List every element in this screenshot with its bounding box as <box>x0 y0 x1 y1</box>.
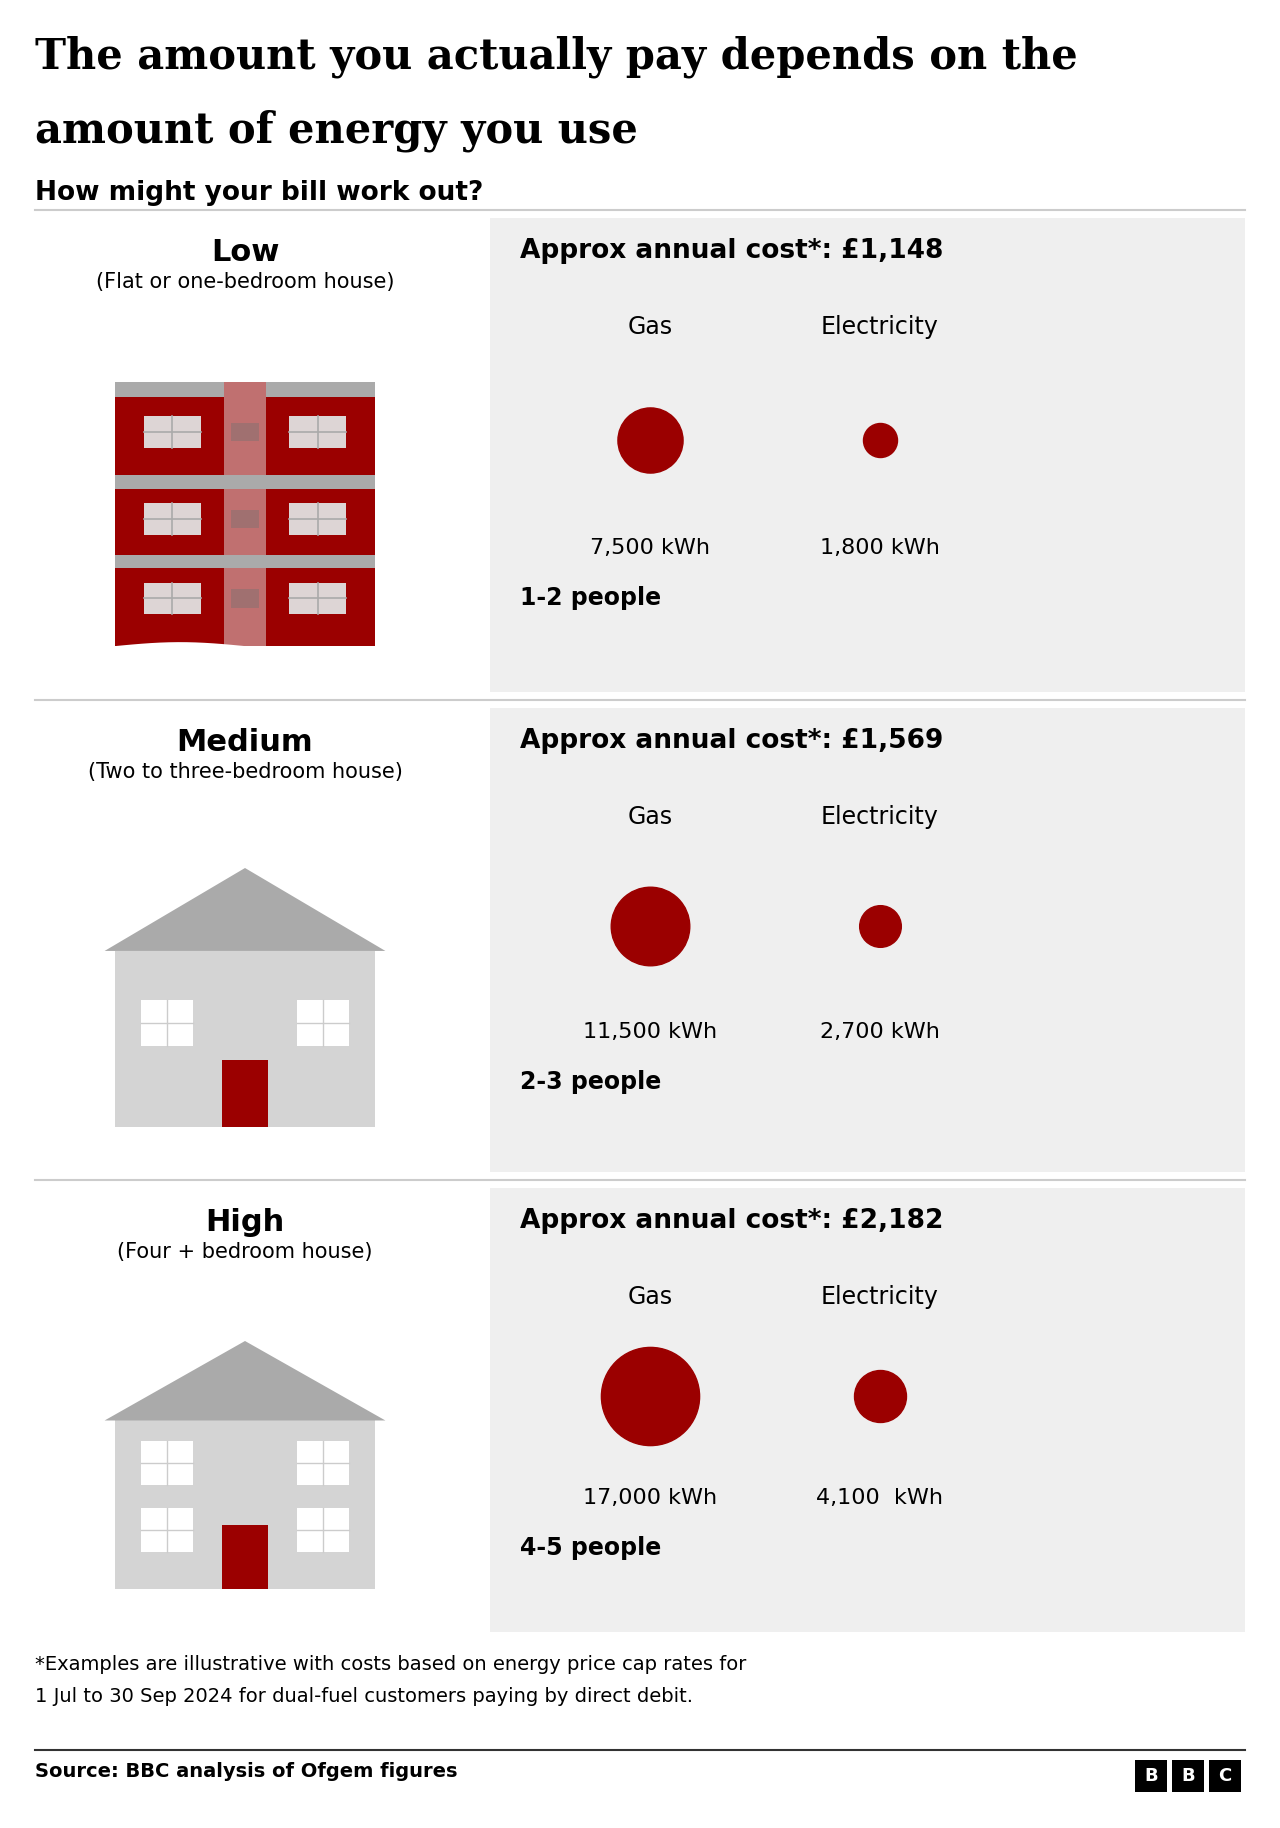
Bar <box>115 397 375 645</box>
Text: 4-5 people: 4-5 people <box>520 1536 662 1561</box>
Bar <box>232 422 259 441</box>
Text: Gas: Gas <box>627 804 672 830</box>
Text: High: High <box>205 1208 284 1238</box>
Text: Gas: Gas <box>627 314 672 338</box>
Bar <box>143 417 201 448</box>
Text: Approx annual cost*: £1,569: Approx annual cost*: £1,569 <box>520 728 943 753</box>
Text: 4,100  kWh: 4,100 kWh <box>817 1488 943 1508</box>
Bar <box>221 1525 269 1589</box>
Bar <box>143 583 201 614</box>
Text: Gas: Gas <box>627 1285 672 1309</box>
Point <box>640 426 660 455</box>
Text: Electricity: Electricity <box>820 804 940 830</box>
Point <box>870 426 891 455</box>
Text: Approx annual cost*: £2,182: Approx annual cost*: £2,182 <box>520 1208 943 1234</box>
Bar <box>297 1508 349 1552</box>
Text: Medium: Medium <box>177 728 314 757</box>
Bar <box>141 1000 193 1046</box>
Bar <box>115 556 375 569</box>
Bar <box>232 589 259 607</box>
Text: How might your bill work out?: How might your bill work out? <box>35 179 484 207</box>
Bar <box>115 1420 375 1589</box>
Bar <box>490 218 1245 693</box>
Text: (Flat or one-bedroom house): (Flat or one-bedroom house) <box>96 272 394 292</box>
Text: 17,000 kWh: 17,000 kWh <box>582 1488 717 1508</box>
Bar <box>232 510 259 528</box>
Bar <box>115 475 375 488</box>
Bar <box>297 1440 349 1484</box>
Text: 1 Jul to 30 Sep 2024 for dual-fuel customers paying by direct debit.: 1 Jul to 30 Sep 2024 for dual-fuel custo… <box>35 1687 692 1706</box>
Bar <box>289 503 347 536</box>
Bar <box>224 382 266 645</box>
Bar <box>1172 1760 1204 1791</box>
Bar <box>297 1000 349 1046</box>
Bar <box>490 1188 1245 1632</box>
Text: Source: BBC analysis of Ofgem figures: Source: BBC analysis of Ofgem figures <box>35 1762 457 1780</box>
Text: Electricity: Electricity <box>820 314 940 338</box>
Bar <box>141 1440 193 1484</box>
Bar <box>141 1508 193 1552</box>
Text: Electricity: Electricity <box>820 1285 940 1309</box>
Bar <box>289 417 347 448</box>
Bar <box>1135 1760 1167 1791</box>
Polygon shape <box>105 868 385 951</box>
Text: 1,800 kWh: 1,800 kWh <box>820 537 940 558</box>
Polygon shape <box>105 1342 385 1420</box>
Point <box>640 910 660 940</box>
Bar <box>289 583 347 614</box>
Text: 1-2 people: 1-2 people <box>520 587 662 611</box>
Text: 2-3 people: 2-3 people <box>520 1069 662 1093</box>
Text: 7,500 kWh: 7,500 kWh <box>590 537 710 558</box>
Text: The amount you actually pay depends on the: The amount you actually pay depends on t… <box>35 35 1078 77</box>
Polygon shape <box>115 642 375 667</box>
Bar <box>143 503 201 536</box>
Text: B: B <box>1144 1768 1158 1784</box>
Text: 2,700 kWh: 2,700 kWh <box>820 1022 940 1042</box>
Text: B: B <box>1181 1768 1194 1784</box>
Text: 11,500 kWh: 11,500 kWh <box>582 1022 717 1042</box>
Text: (Two to three-bedroom house): (Two to three-bedroom house) <box>87 762 402 782</box>
Point <box>870 910 891 940</box>
Text: Approx annual cost*: £1,148: Approx annual cost*: £1,148 <box>520 238 943 263</box>
Text: C: C <box>1219 1768 1231 1784</box>
Bar <box>490 707 1245 1172</box>
Bar <box>1210 1760 1242 1791</box>
Bar <box>221 1060 269 1128</box>
Point <box>640 1382 660 1411</box>
Text: (Four + bedroom house): (Four + bedroom house) <box>118 1241 372 1261</box>
Text: *Examples are illustrative with costs based on energy price cap rates for: *Examples are illustrative with costs ba… <box>35 1654 746 1674</box>
Point <box>870 1382 891 1411</box>
Text: amount of energy you use: amount of energy you use <box>35 110 637 152</box>
Bar <box>115 951 375 1128</box>
Bar <box>115 382 375 397</box>
Text: Low: Low <box>211 238 279 267</box>
